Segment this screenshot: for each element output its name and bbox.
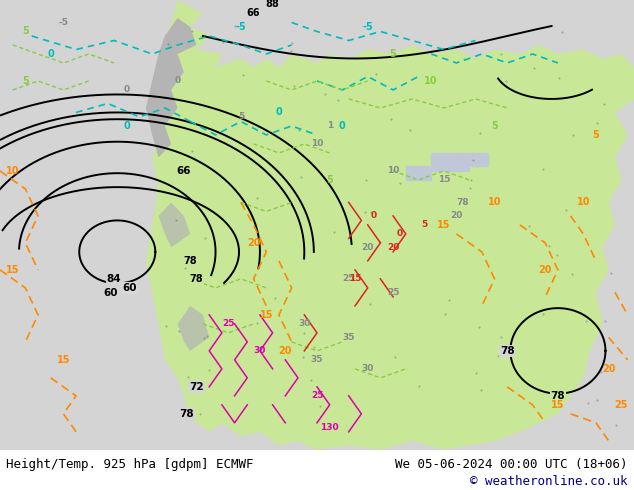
Text: 10: 10 bbox=[488, 197, 501, 207]
Text: 5: 5 bbox=[22, 76, 29, 86]
Text: 10: 10 bbox=[576, 197, 590, 207]
Text: 1: 1 bbox=[327, 122, 333, 130]
Text: 15: 15 bbox=[259, 310, 273, 320]
Text: 30: 30 bbox=[298, 319, 311, 328]
Text: 10: 10 bbox=[424, 76, 438, 86]
Text: 78: 78 bbox=[183, 256, 197, 266]
Text: -5: -5 bbox=[363, 22, 373, 32]
Text: 25: 25 bbox=[614, 400, 628, 410]
Text: 25: 25 bbox=[222, 319, 235, 328]
Polygon shape bbox=[406, 167, 431, 180]
Text: 15: 15 bbox=[56, 355, 70, 365]
Text: 15: 15 bbox=[437, 220, 451, 230]
Polygon shape bbox=[456, 153, 488, 167]
Text: 0: 0 bbox=[339, 121, 346, 131]
Polygon shape bbox=[158, 202, 190, 247]
Text: 5: 5 bbox=[491, 121, 498, 131]
Polygon shape bbox=[146, 18, 197, 157]
Text: 15: 15 bbox=[6, 265, 20, 275]
Text: 20: 20 bbox=[538, 265, 552, 275]
Text: 35: 35 bbox=[342, 333, 355, 342]
Polygon shape bbox=[146, 0, 634, 450]
Text: 30: 30 bbox=[254, 346, 266, 355]
Text: 60: 60 bbox=[123, 283, 137, 293]
Text: 20: 20 bbox=[278, 346, 292, 356]
Text: 20: 20 bbox=[602, 364, 616, 374]
Text: 0: 0 bbox=[124, 85, 130, 95]
Text: 5: 5 bbox=[593, 130, 599, 140]
Text: 78: 78 bbox=[456, 198, 469, 207]
Text: 5: 5 bbox=[22, 26, 29, 36]
Text: 20: 20 bbox=[247, 238, 261, 248]
Text: 35: 35 bbox=[311, 355, 323, 365]
Text: 15: 15 bbox=[437, 175, 450, 184]
Text: 0: 0 bbox=[174, 76, 181, 85]
Text: 78: 78 bbox=[550, 391, 566, 401]
Text: 20: 20 bbox=[450, 211, 463, 220]
Text: 0: 0 bbox=[48, 49, 54, 59]
Text: 5: 5 bbox=[238, 112, 244, 122]
Text: 10: 10 bbox=[311, 140, 323, 148]
Text: Height/Temp. 925 hPa [gdpm] ECMWF: Height/Temp. 925 hPa [gdpm] ECMWF bbox=[6, 458, 254, 471]
Text: 25: 25 bbox=[342, 274, 355, 283]
Text: © weatheronline.co.uk: © weatheronline.co.uk bbox=[470, 475, 628, 488]
Polygon shape bbox=[178, 306, 209, 351]
Text: 0: 0 bbox=[124, 121, 130, 131]
Text: 0: 0 bbox=[396, 229, 403, 239]
Text: 78: 78 bbox=[179, 409, 195, 419]
Polygon shape bbox=[0, 0, 634, 450]
Text: 15: 15 bbox=[551, 400, 565, 410]
Text: -5: -5 bbox=[58, 18, 68, 27]
Text: 30: 30 bbox=[361, 365, 374, 373]
Text: 10: 10 bbox=[6, 166, 20, 176]
Text: 88: 88 bbox=[266, 0, 280, 9]
Text: 72: 72 bbox=[189, 382, 204, 392]
Text: 78: 78 bbox=[500, 346, 515, 356]
Text: 10: 10 bbox=[387, 167, 399, 175]
Text: 20: 20 bbox=[361, 243, 374, 252]
Text: 15: 15 bbox=[349, 274, 361, 283]
Text: 0: 0 bbox=[276, 107, 282, 118]
Text: 5: 5 bbox=[390, 49, 396, 59]
Text: 66: 66 bbox=[247, 8, 261, 19]
Text: 84: 84 bbox=[107, 274, 122, 284]
Text: 5: 5 bbox=[422, 220, 428, 229]
Text: 130: 130 bbox=[320, 423, 339, 432]
Polygon shape bbox=[431, 153, 469, 171]
Text: -5: -5 bbox=[236, 22, 246, 32]
Text: 20: 20 bbox=[387, 243, 399, 252]
Text: 5: 5 bbox=[327, 175, 333, 185]
Text: 78: 78 bbox=[190, 274, 204, 284]
Text: 25: 25 bbox=[387, 288, 399, 297]
Text: 25: 25 bbox=[311, 392, 323, 400]
Text: 60: 60 bbox=[104, 288, 118, 298]
Text: 0: 0 bbox=[371, 211, 377, 220]
Text: We 05-06-2024 00:00 UTC (18+06): We 05-06-2024 00:00 UTC (18+06) bbox=[395, 458, 628, 471]
Text: 66: 66 bbox=[177, 166, 191, 176]
